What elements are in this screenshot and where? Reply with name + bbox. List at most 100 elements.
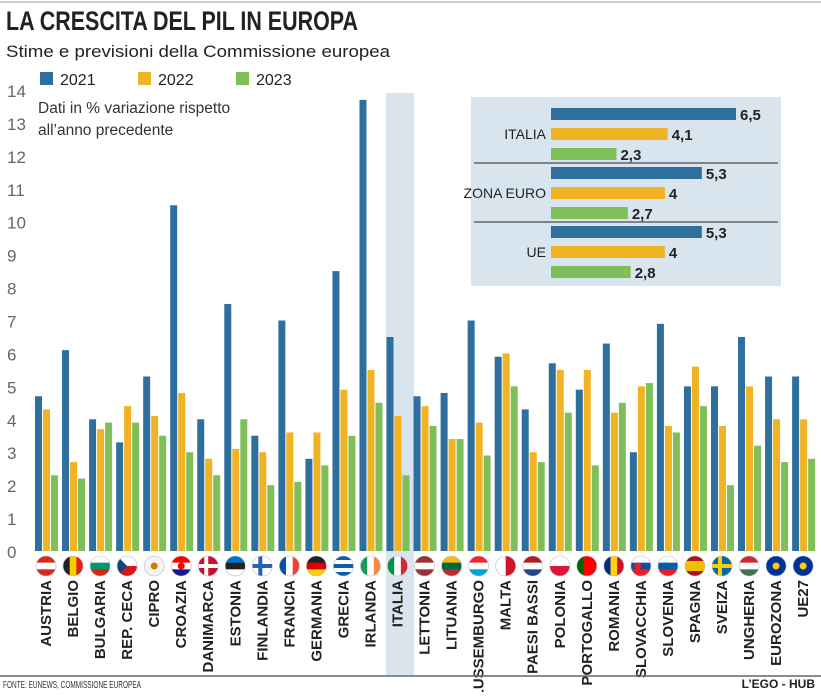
bar-2021-lussemburgo [467,320,475,551]
category-label: BULGARIA [92,580,109,659]
bar-2021-romania [602,343,610,551]
category-label: UE27 [795,580,812,618]
category-label: ROMANIA [606,580,623,652]
bar-2021-belgio [62,350,70,551]
bar-2022-malta [502,353,510,551]
bar-2023-croazia [186,452,194,551]
bar-2021-spagna [683,386,691,551]
category-label: BELGIO [65,580,82,638]
bar-2023-germania [321,465,329,551]
inset-group-label: ZONA EURO [464,185,547,201]
inset-value-label: 4 [669,186,678,203]
bar-2023-francia [294,481,302,551]
bar-2022-germania [313,432,321,551]
flag-icon-slovacchia [630,556,651,576]
inset-value-label: 2,3 [620,147,641,164]
y-tick-label: 2 [7,477,16,496]
flag-icon-italia [387,556,408,576]
bar-2021-danimarca [197,419,205,551]
bar-2022-francia [286,432,294,551]
bar-2022-irlanda [367,369,375,551]
note-line-2: all’anno precedente [38,122,173,139]
bar-2022-rep-ceca [124,406,132,551]
inset-value-label: 4,1 [672,127,693,144]
bar-2023-finlandia [267,485,275,551]
category-label: ITALIA [390,580,407,627]
bar-2022-cipro [151,415,159,551]
bar-2022-lettonia [421,406,429,551]
bar-2021-italia [386,336,394,551]
bar-2022-portogallo [583,369,591,551]
bar-2021-lettonia [413,396,421,551]
category-label: GERMANIA [308,580,325,662]
bar-2023-slovacchia [645,383,653,551]
bar-2022-lussemburgo [475,422,483,551]
y-tick-label: 5 [7,378,16,397]
bar-2022-polonia [556,369,564,551]
bar-2022-estonia [232,448,240,551]
y-tick-label: 10 [7,214,26,233]
y-tick-label: 4 [7,411,16,430]
legend-label-2023: 2023 [256,72,292,89]
y-tick-label: 0 [7,543,16,562]
bar-2023-grecia [348,435,356,551]
bar-2023-belgio [78,478,86,551]
bar-2022-spagna [691,366,699,551]
y-tick-label: 1 [7,510,16,529]
category-labels: AUSTRIA BELGIO BULGARIA REP. CECA CIPRO CROAZ… [38,580,812,697]
bar-2021-grecia [332,271,340,551]
bar-2021-ue27 [792,376,800,551]
inset-bar-2022 [551,128,668,140]
flag-icon-malta [495,556,516,576]
bar-2022-danimarca [205,458,213,551]
bar-2023-estonia [240,419,248,551]
flag-icon-portogallo [576,556,597,576]
legend-label-2021: 2021 [60,72,96,89]
bar-2023-bulgaria [105,422,113,551]
bar-2023-romania [618,402,626,551]
category-label: ESTONIA [227,580,244,647]
bar-2021-ungheria [738,336,746,551]
flag-icon-irlanda [360,556,381,576]
flag-icon-belgio [63,556,84,576]
inset-bar-2023 [551,207,628,219]
bar-2021-sveiza [711,386,718,551]
bar-2022-austria [43,409,50,551]
y-tick-label: 12 [7,148,26,167]
bar-2021-germania [305,458,313,551]
bar-2022-finlandia [259,452,267,551]
bar-2022-eurozona [773,419,781,551]
bar-2023-austria [51,475,58,551]
flag-icon-austria [36,556,56,576]
category-label: LUSSEMBURGO [471,580,488,692]
inset-bar-2023 [551,266,631,278]
category-label: GRECIA [335,580,352,639]
inset-value-label: 5,3 [706,166,727,183]
bar-2023-eurozona [781,462,789,551]
category-label: CIPRO [146,580,163,628]
flag-icon-lituania [441,556,462,576]
bar-2022-slovacchia [637,386,645,551]
flag-icon-estonia [225,556,246,576]
category-label: FRANCIA [281,580,298,648]
bar-2021-slovacchia [629,452,637,551]
bar-2021-cipro [143,376,151,551]
category-label: IRLANDA [362,580,379,648]
flags [35,555,814,577]
bar-2022-ue27 [800,419,808,551]
inset-bar-2022 [551,187,665,199]
category-label: EUROZONA [768,580,785,666]
bar-2021-francia [278,320,286,551]
bar-2021-croazia [170,205,178,551]
category-label: REP. CECA [119,580,136,660]
y-tick-label: 3 [7,444,16,463]
inset-value-label: 2,8 [635,265,656,282]
flag-icon-finlandia [252,556,273,576]
bar-2022-italia [394,415,402,551]
bar-2022-paesi-bassi [529,452,537,551]
bar-2021-eurozona [765,376,773,551]
bar-2022-ungheria [746,386,754,551]
bar-2021-austria [35,396,42,551]
